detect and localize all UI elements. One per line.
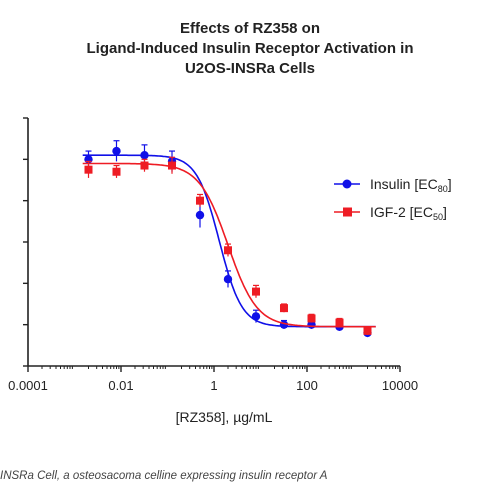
data-point-0 (251, 312, 261, 321)
data-point-1 (279, 304, 288, 313)
data-point-1 (307, 314, 316, 323)
legend-label-1: IGF-2 [EC50] (370, 204, 447, 222)
data-point-0 (112, 146, 121, 156)
data-point-1 (363, 326, 372, 335)
chart-title-line-2: Ligand-Induced Insulin Receptor Activati… (86, 40, 414, 57)
data-point-0 (223, 275, 233, 284)
x-tick-label-2: 1 (210, 378, 217, 393)
x-tick-label-1: 0.01 (108, 378, 133, 393)
chart-title-line-3: U2OS-INSRa Cells (184, 60, 316, 77)
data-point-1 (112, 167, 121, 176)
x-tick-label-4: 10000 (382, 378, 418, 393)
figure-caption: INSRa Cell, a osteosacoma celline expres… (0, 470, 328, 482)
data-point-0 (140, 151, 149, 160)
x-axis-label: [RZ358], µg/mL (176, 409, 273, 425)
chart-title-line-1: Effects of RZ358 on (179, 20, 321, 37)
legend-marker-1 (343, 207, 352, 217)
data-point-1 (335, 318, 344, 327)
legend-marker-0 (342, 179, 352, 189)
data-point-1 (168, 161, 177, 170)
data-point-1 (251, 287, 260, 296)
x-tick-label-3: 100 (296, 378, 318, 393)
x-tick-label-0: 0.0001 (8, 378, 48, 393)
data-point-1 (84, 165, 93, 174)
fit-curve-1 (82, 162, 376, 328)
data-point-1 (140, 161, 149, 170)
data-point-0 (195, 210, 205, 220)
legend-label-0: Insulin [EC80] (370, 176, 452, 194)
data-point-1 (196, 196, 205, 205)
data-point-1 (223, 246, 232, 255)
fit-curve-0 (82, 154, 376, 328)
